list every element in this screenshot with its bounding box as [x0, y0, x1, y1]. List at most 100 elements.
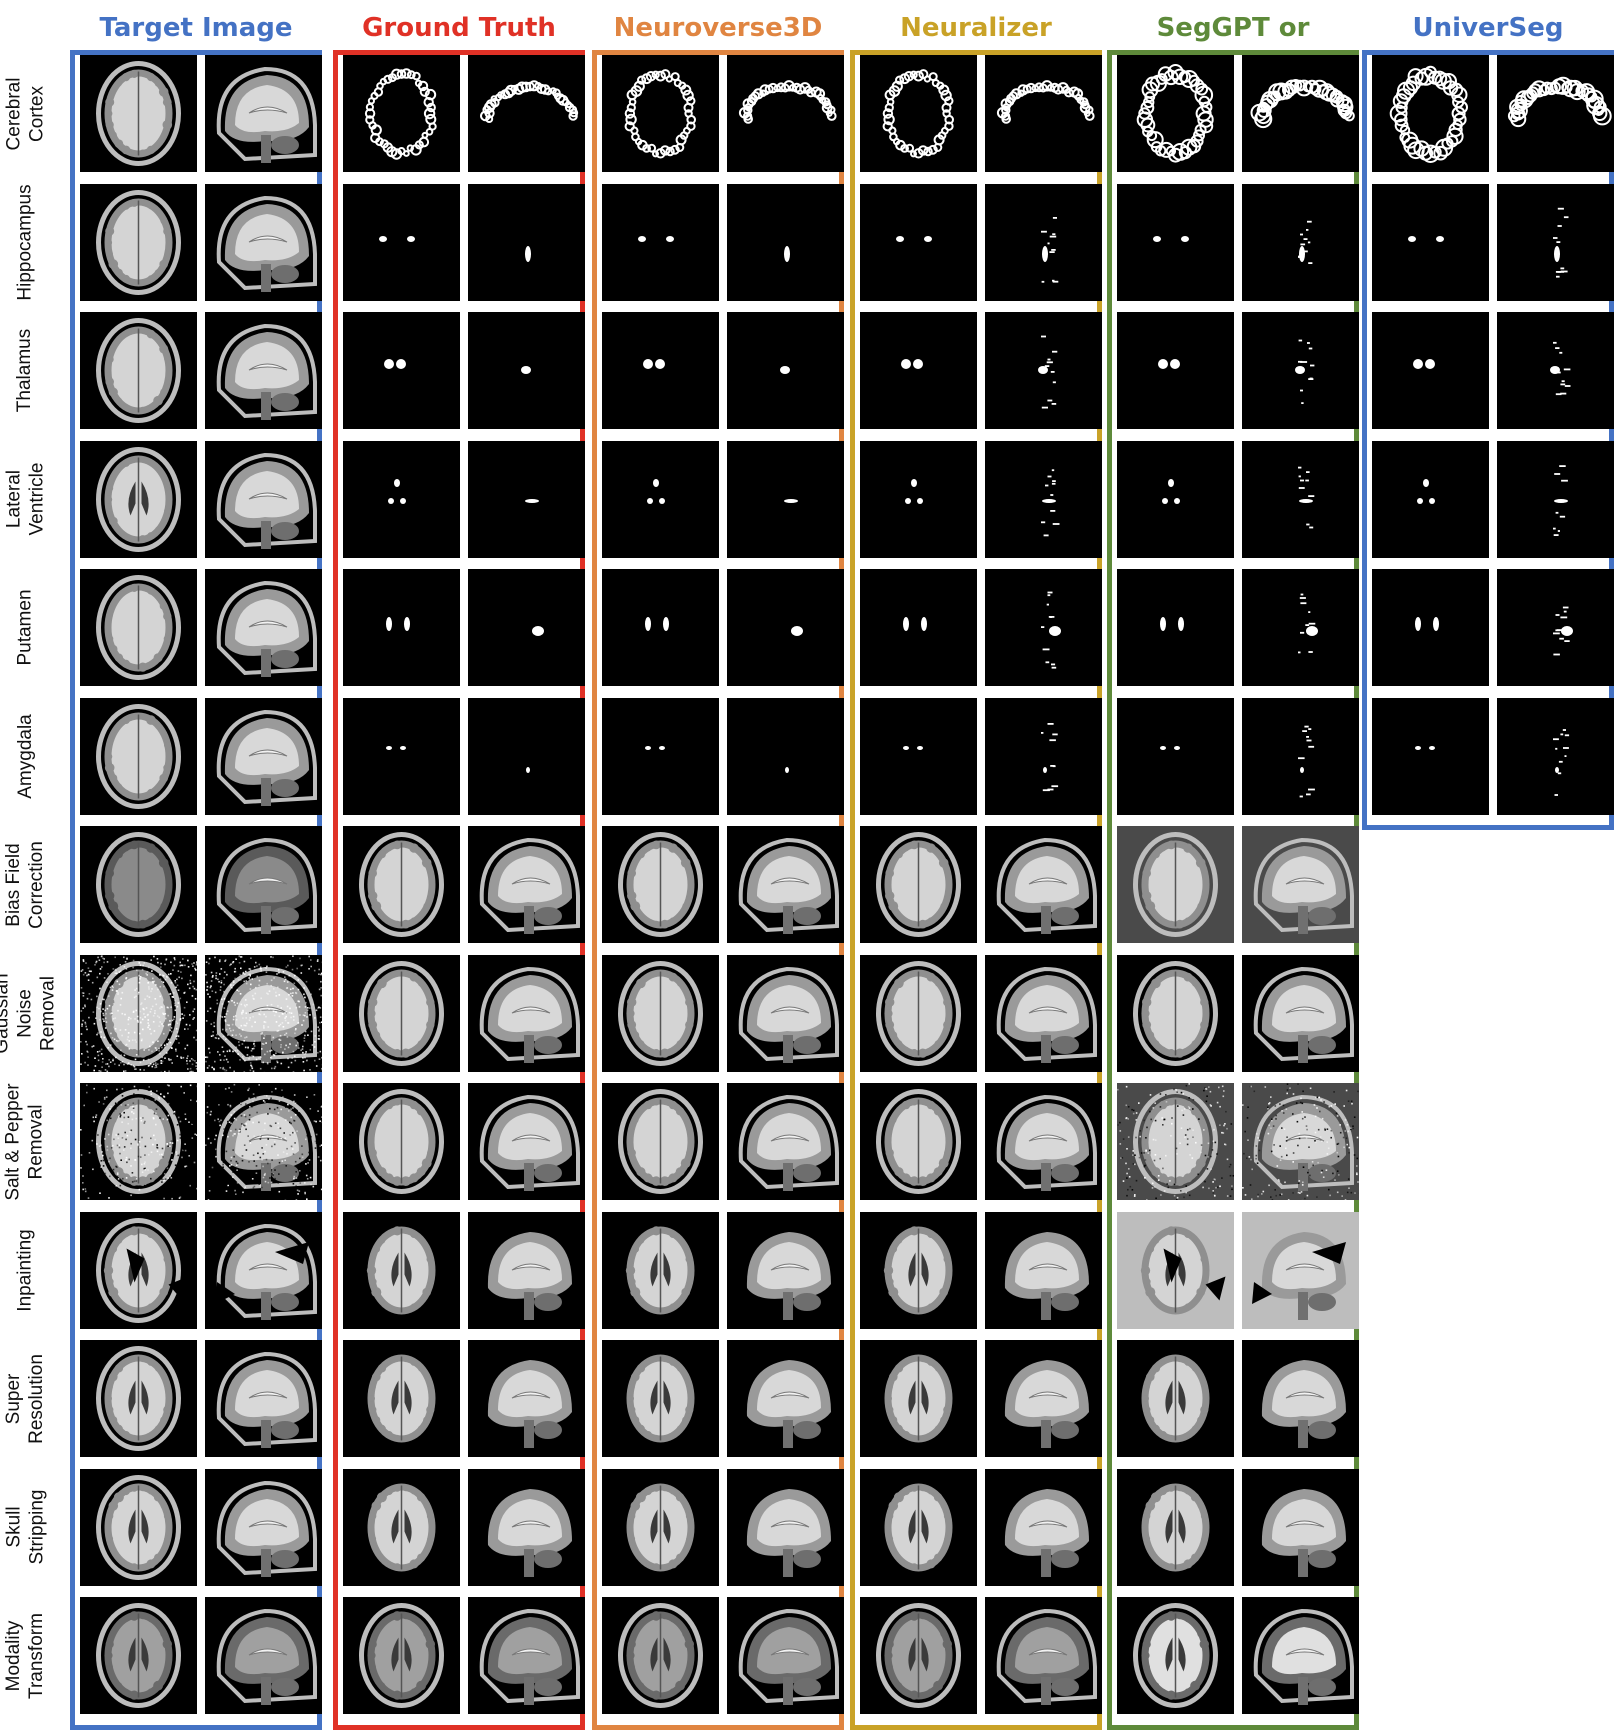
sagittal-panel-neuralizer: [985, 440, 1102, 558]
row-label: Modality Transform: [0, 1597, 90, 1714]
axial-panel-neuralizer: [860, 1597, 977, 1714]
axial-panel-seggpt: [1117, 1083, 1234, 1200]
axial-panel-neuralizer: [860, 826, 977, 943]
column-title-seggpt: SegGPT or Painter: [1156, 13, 1310, 83]
mri-slice-image: [1242, 1340, 1359, 1457]
row-label: Cerebral Cortex: [0, 55, 90, 172]
mri-slice-image: [727, 697, 844, 815]
sagittal-panel-neuralizer: [985, 954, 1102, 1072]
sagittal-panel-gt: [468, 1468, 585, 1586]
mri-slice-image: [80, 569, 197, 686]
axial-panel-neuroverse: [602, 312, 719, 429]
sagittal-panel-universeg: [1497, 312, 1614, 429]
axial-panel-seggpt: [1117, 954, 1234, 1072]
mri-slice-image: [1497, 55, 1614, 172]
sagittal-panel-neuralizer: [985, 697, 1102, 815]
sagittal-panel-target: [205, 440, 322, 558]
mri-slice-image: [985, 1083, 1102, 1200]
mri-slice-image: [80, 1211, 197, 1329]
column-title-neuroverse: Neuroverse3D: [613, 13, 823, 43]
sagittal-panel-gt: [468, 183, 585, 301]
row-label-text: Inpainting: [14, 1228, 36, 1312]
sagittal-panel-neuroverse: [727, 954, 844, 1072]
sagittal-panel-gt: [468, 1083, 585, 1200]
mri-slice-image: [468, 312, 585, 429]
row-label: Skull Stripping: [0, 1469, 90, 1586]
axial-panel-neuroverse: [602, 1468, 719, 1586]
axial-panel-neuroverse: [602, 826, 719, 943]
axial-panel-gt: [343, 1211, 460, 1329]
mri-slice-image: [1372, 55, 1489, 172]
axial-panel-gt: [343, 183, 460, 301]
mri-slice-image: [602, 1468, 719, 1586]
sagittal-panel-target: [205, 826, 322, 943]
mri-slice-image: [985, 1468, 1102, 1586]
mri-slice-image: [985, 1211, 1102, 1329]
mri-slice-image: [343, 1211, 460, 1329]
axial-panel-universeg: [1372, 440, 1489, 558]
mri-slice-image: [602, 697, 719, 815]
axial-panel-target: [80, 1597, 197, 1714]
axial-panel-neuroverse: [602, 697, 719, 815]
row-label: Super Resolution: [0, 1340, 90, 1457]
mri-slice-image: [205, 55, 322, 172]
sagittal-panel-target: [205, 55, 322, 172]
row-label-text: Lateral Ventricle: [3, 462, 47, 536]
mri-slice-image: [1372, 312, 1489, 429]
mri-slice-image: [1117, 569, 1234, 686]
sagittal-panel-seggpt: [1242, 1468, 1359, 1586]
axial-panel-seggpt: [1117, 1211, 1234, 1329]
mri-slice-image: [985, 55, 1102, 172]
mri-slice-image: [602, 826, 719, 943]
mri-slice-image: [205, 1340, 322, 1457]
mri-slice-image: [860, 1211, 977, 1329]
row-label: Hippocampus: [0, 184, 90, 301]
sagittal-panel-neuroverse: [727, 1083, 844, 1200]
axial-panel-seggpt: [1117, 1468, 1234, 1586]
mri-slice-image: [468, 1468, 585, 1586]
column-title-target: Target Image: [99, 13, 293, 43]
mri-slice-image: [205, 1211, 322, 1329]
mri-slice-image: [1372, 183, 1489, 301]
mri-slice-image: [602, 1597, 719, 1714]
axial-panel-neuralizer: [860, 55, 977, 172]
mri-slice-image: [468, 1340, 585, 1457]
axial-panel-universeg: [1372, 183, 1489, 301]
mri-slice-image: [1117, 1083, 1234, 1200]
mri-slice-image: [343, 55, 460, 172]
sagittal-panel-target: [205, 697, 322, 815]
axial-panel-neuralizer: [860, 1211, 977, 1329]
mri-slice-image: [1372, 697, 1489, 815]
mri-slice-image: [1117, 954, 1234, 1072]
axial-panel-neuroverse: [602, 1340, 719, 1457]
row-label-text: Thalamus: [14, 328, 36, 413]
sagittal-panel-neuroverse: [727, 312, 844, 429]
sagittal-panel-gt: [468, 826, 585, 943]
axial-panel-neuroverse: [602, 440, 719, 558]
mri-slice-image: [985, 954, 1102, 1072]
mri-slice-image: [1117, 1597, 1234, 1714]
mri-slice-image: [1242, 569, 1359, 686]
mri-slice-image: [468, 1597, 585, 1714]
axial-panel-gt: [343, 826, 460, 943]
mri-slice-image: [1242, 826, 1359, 943]
row-label-text: Skull Stripping: [3, 1489, 47, 1565]
mri-slice-image: [205, 569, 322, 686]
mri-slice-image: [205, 954, 322, 1072]
row-label-text: Modality Transform: [3, 1612, 47, 1699]
sagittal-panel-seggpt: [1242, 954, 1359, 1072]
sagittal-panel-neuroverse: [727, 1340, 844, 1457]
mri-slice-image: [1117, 312, 1234, 429]
sagittal-panel-neuralizer: [985, 826, 1102, 943]
mri-slice-image: [80, 697, 197, 815]
mri-slice-image: [468, 697, 585, 815]
mri-slice-image: [80, 312, 197, 429]
row-label: Inpainting: [0, 1212, 90, 1329]
mri-slice-image: [205, 1597, 322, 1714]
mri-slice-image: [1117, 440, 1234, 558]
row-label-text: Super Resolution: [3, 1353, 47, 1444]
mri-slice-image: [860, 1083, 977, 1200]
mri-slice-image: [1497, 440, 1614, 558]
sagittal-panel-target: [205, 312, 322, 429]
sagittal-panel-seggpt: [1242, 440, 1359, 558]
